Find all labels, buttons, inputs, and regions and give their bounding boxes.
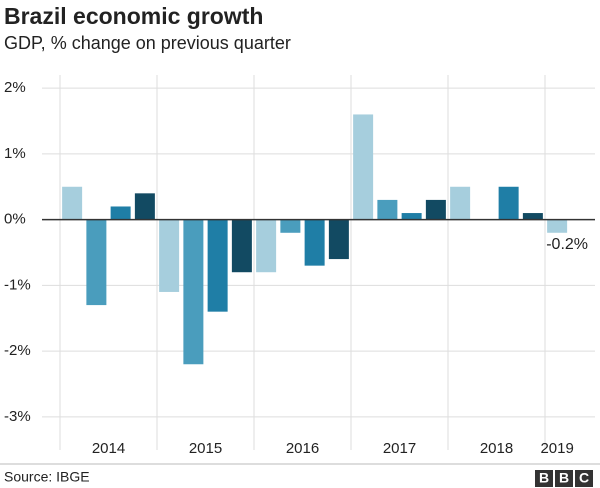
- bar: [231, 219, 252, 273]
- bar: [450, 186, 471, 220]
- bar: [498, 186, 519, 220]
- y-tick-label: 2%: [4, 79, 26, 96]
- logo-letter: B: [559, 470, 569, 486]
- source: Source: IBGE: [4, 469, 90, 485]
- bar: [207, 219, 228, 312]
- chart-title: Brazil economic growth: [4, 3, 263, 29]
- value-label: -0.2%: [546, 236, 588, 253]
- bar: [280, 219, 301, 233]
- bar: [328, 219, 349, 260]
- bar: [547, 219, 568, 233]
- bar: [304, 219, 325, 266]
- x-tick-label: 2019: [540, 440, 573, 457]
- bar: [353, 114, 374, 220]
- x-tick-label: 2014: [92, 440, 125, 457]
- y-tick-label: 0%: [4, 211, 26, 228]
- bar: [377, 199, 398, 220]
- bar: [522, 213, 543, 220]
- x-tick-label: 2017: [383, 440, 416, 457]
- bar: [401, 213, 422, 220]
- y-tick-label: -2%: [4, 342, 31, 359]
- logo: [535, 470, 593, 487]
- bar: [134, 193, 155, 220]
- bar: [62, 186, 83, 220]
- bar: [183, 219, 204, 365]
- x-tick-label: 2016: [286, 440, 319, 457]
- logo-letter: B: [539, 470, 549, 486]
- y-tick-label: -3%: [4, 408, 31, 425]
- bar: [425, 199, 446, 220]
- logo-letter: C: [579, 470, 589, 486]
- y-tick-label: -1%: [4, 276, 31, 293]
- x-tick-label: 2018: [480, 440, 513, 457]
- chart-subtitle: GDP, % change on previous quarter: [4, 33, 291, 53]
- bar: [86, 219, 107, 306]
- x-tick-label: 2015: [189, 440, 222, 457]
- bar: [110, 206, 131, 220]
- y-tick-label: 1%: [4, 145, 26, 162]
- bar: [256, 219, 277, 273]
- bar: [159, 219, 180, 292]
